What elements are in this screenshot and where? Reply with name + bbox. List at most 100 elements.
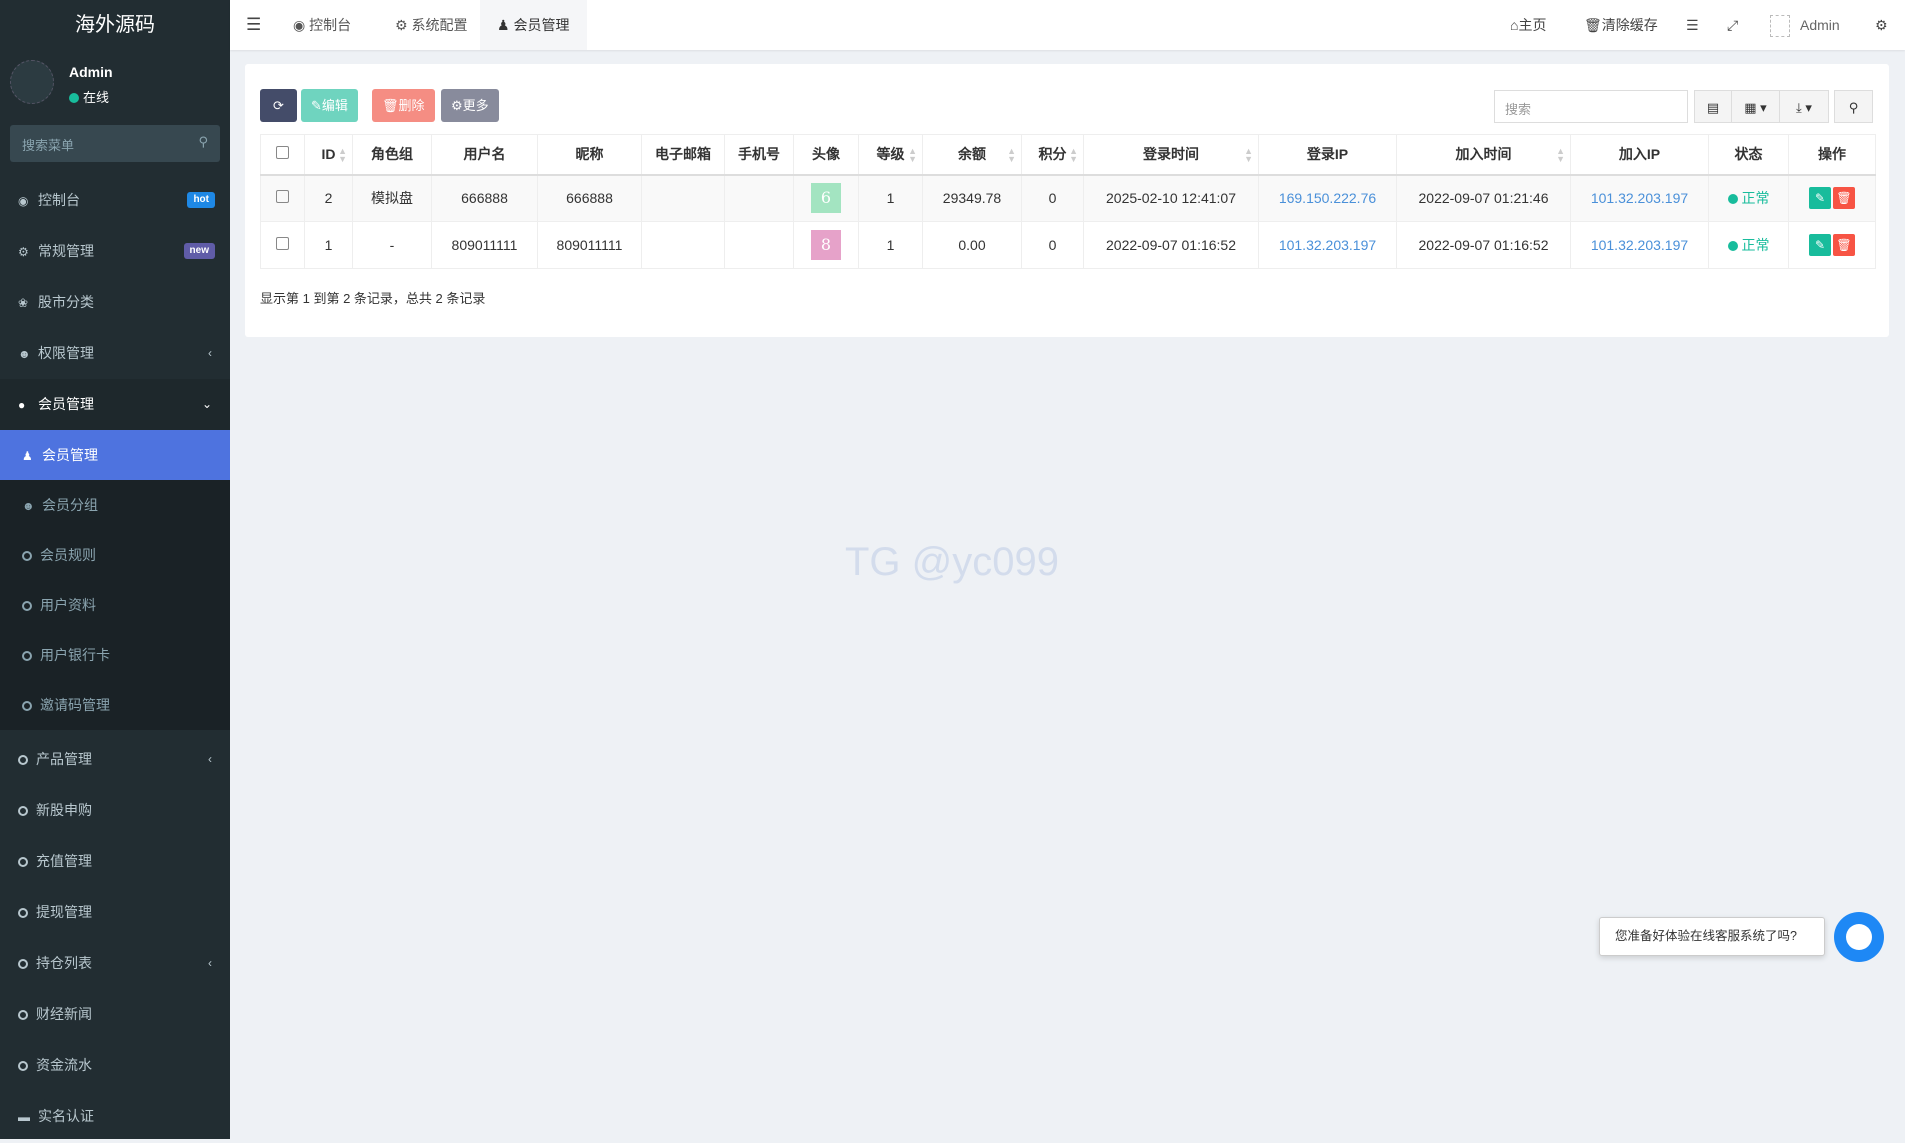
edit-button[interactable]: ✎编辑 <box>301 89 358 122</box>
sidebar-subitem-bank-card[interactable]: 用户银行卡 <box>0 630 230 680</box>
col-id[interactable]: ID ▲ ▼ <box>304 134 353 175</box>
tab-member-management[interactable]: ♟ 会员管理 <box>480 0 587 50</box>
translate-icon[interactable]: ☰ <box>1686 17 1699 33</box>
gear-icon: ⚙ <box>451 98 463 113</box>
sidebar-item-general[interactable]: ⚙ 常规管理 new <box>0 226 230 277</box>
delete-button[interactable]: 🗑删除 <box>372 89 435 122</box>
col-money[interactable]: 余额 ▲ ▼ <box>922 134 1022 175</box>
chevron-left-icon: ‹ <box>208 346 212 360</box>
chat-prompt[interactable]: 您准备好体验在线客服系统了吗? <box>1599 917 1825 956</box>
table-search-input[interactable]: 搜索 <box>1494 90 1688 123</box>
col-level[interactable]: 等级 ▲ ▼ <box>858 134 923 175</box>
cell-mobile <box>724 174 794 222</box>
col-label: ID <box>321 146 336 163</box>
delete-row-button[interactable]: 🗑 <box>1833 187 1855 210</box>
menu-search-input[interactable]: 搜索菜单 ⚲ <box>10 125 220 162</box>
col-nickname: 昵称 <box>537 134 642 175</box>
columns-dropdown-icon[interactable]: ▦ ▾ <box>1731 90 1780 123</box>
export-dropdown-icon[interactable]: ⤓ ▾ <box>1779 90 1829 123</box>
cogs-icon: ⚙ <box>18 245 29 259</box>
home-link[interactable]: ⌂主页 <box>1510 0 1546 50</box>
select-all-checkbox[interactable] <box>260 134 305 175</box>
user-name: Admin <box>1800 17 1840 33</box>
label: 充值管理 <box>36 853 92 869</box>
cell-level: 1 <box>858 174 923 222</box>
loginip-link[interactable]: 169.150.222.76 <box>1278 190 1377 207</box>
col-logintime[interactable]: 登录时间 ▲ ▼ <box>1083 134 1259 175</box>
sidebar-item-ipo[interactable]: 新股申购 <box>0 785 230 836</box>
dashboard-icon: ◉ <box>18 194 29 208</box>
sidebar-subitem-user-profile[interactable]: 用户资料 <box>0 580 230 630</box>
clear-cache-button[interactable]: 🗑清除缓存 <box>1584 0 1658 50</box>
col-group: 角色组 <box>352 134 432 175</box>
fullscreen-icon[interactable]: ⤢ <box>1727 17 1739 33</box>
pagination-info: 显示第 1 到第 2 条记录，总共 2 条记录 <box>260 291 486 306</box>
tab-system-config[interactable]: ⚙ 系统配置 <box>378 0 484 50</box>
sidebar-item-withdraw[interactable]: 提现管理 <box>0 887 230 938</box>
cell-loginip: 169.150.222.76 <box>1258 174 1397 222</box>
edit-row-button[interactable]: ✎ <box>1809 187 1831 210</box>
more-button[interactable]: ⚙更多 <box>441 89 499 122</box>
user-icon: ♟ <box>497 17 514 33</box>
status-badge[interactable]: 正常 <box>1727 237 1770 253</box>
row-checkbox[interactable] <box>260 174 305 222</box>
joinip-link[interactable]: 101.32.203.197 <box>1590 237 1689 253</box>
cell-jointime: 2022-09-07 01:21:46 <box>1396 174 1571 222</box>
status-badge[interactable]: 正常 <box>1727 190 1770 206</box>
sidebar-subitem-invite-code[interactable]: 邀请码管理 <box>0 680 230 730</box>
sidebar-item-positions[interactable]: 持仓列表 ‹ <box>0 938 230 989</box>
loginip-link[interactable]: 101.32.203.197 <box>1278 237 1377 253</box>
cell-logintime: 2022-09-07 01:16:52 <box>1083 221 1259 269</box>
settings-icon[interactable]: ⚙ <box>1875 17 1888 33</box>
group-icon: ☻ <box>18 347 31 361</box>
sidebar-subitem-member[interactable]: ♟ 会员管理 <box>0 430 230 480</box>
avatar[interactable]: 6 <box>811 183 841 214</box>
circle-icon <box>18 1061 28 1071</box>
search-icon[interactable]: ⚲ <box>1834 90 1873 123</box>
sidebar-item-auth[interactable]: ☻ 权限管理 ‹ <box>0 328 230 379</box>
label: 提现管理 <box>36 904 92 920</box>
menu-toggle-icon[interactable]: ☰ <box>246 15 262 34</box>
sidebar-item-product[interactable]: 产品管理 ‹ <box>0 734 230 785</box>
col-label: 加入时间 <box>1455 146 1512 163</box>
col-email: 电子邮箱 <box>641 134 725 175</box>
sidebar-item-member[interactable]: ● 会员管理 ⌄ <box>0 379 230 430</box>
cell-mobile <box>724 221 794 269</box>
avatar[interactable]: 8 <box>811 230 841 260</box>
edit-row-button[interactable]: ✎ <box>1809 234 1831 256</box>
sidebar-item-funds-flow[interactable]: 资金流水 <box>0 1040 230 1091</box>
col-score[interactable]: 积分 ▲ ▼ <box>1021 134 1084 175</box>
cell-status: 正常 <box>1708 221 1789 269</box>
row-checkbox[interactable] <box>260 221 305 269</box>
tab-dashboard[interactable]: ◉ 控制台 <box>276 0 368 50</box>
cell-score: 0 <box>1021 221 1084 269</box>
cell-operate: ✎ 🗑 <box>1788 174 1876 222</box>
col-jointime[interactable]: 加入时间 ▲ ▼ <box>1396 134 1571 175</box>
chat-button[interactable] <box>1834 912 1884 962</box>
search-icon[interactable]: ⚲ <box>198 134 208 149</box>
sidebar-item-dashboard[interactable]: ◉ 控制台 hot <box>0 175 230 226</box>
delete-label: 删除 <box>398 98 425 113</box>
sidebar-item-news[interactable]: 财经新闻 <box>0 989 230 1040</box>
cell-group: 模拟盘 <box>352 174 432 222</box>
sort-icon: ▲ ▼ <box>908 146 917 164</box>
sidebar-item-recharge[interactable]: 充值管理 <box>0 836 230 887</box>
sidebar-item-real-name[interactable]: ▬ 实名认证 <box>0 1091 230 1142</box>
delete-row-button[interactable]: 🗑 <box>1833 234 1855 256</box>
user-menu[interactable]: Admin <box>1770 0 1840 50</box>
tab-label: 控制台 <box>309 17 352 33</box>
refresh-button[interactable]: ⟳ <box>260 89 297 122</box>
credit-card-icon: ▬ <box>18 1110 30 1124</box>
label: 会员规则 <box>40 547 96 563</box>
leaf-icon: ❀ <box>18 296 29 310</box>
col-status: 状态 <box>1708 134 1789 175</box>
trash-icon: 🗑 <box>1584 17 1602 33</box>
sidebar-subitem-member-group[interactable]: ☻ 会员分组 <box>0 480 230 530</box>
sidebar-item-stock-category[interactable]: ❀ 股市分类 <box>0 277 230 328</box>
sidebar-subitem-member-rule[interactable]: 会员规则 <box>0 530 230 580</box>
label: 邀请码管理 <box>40 697 110 713</box>
cell-level: 1 <box>858 221 923 269</box>
toggle-view-icon[interactable]: ▤ <box>1694 90 1732 123</box>
joinip-link[interactable]: 101.32.203.197 <box>1590 190 1689 207</box>
cell-nickname: 666888 <box>537 174 642 222</box>
